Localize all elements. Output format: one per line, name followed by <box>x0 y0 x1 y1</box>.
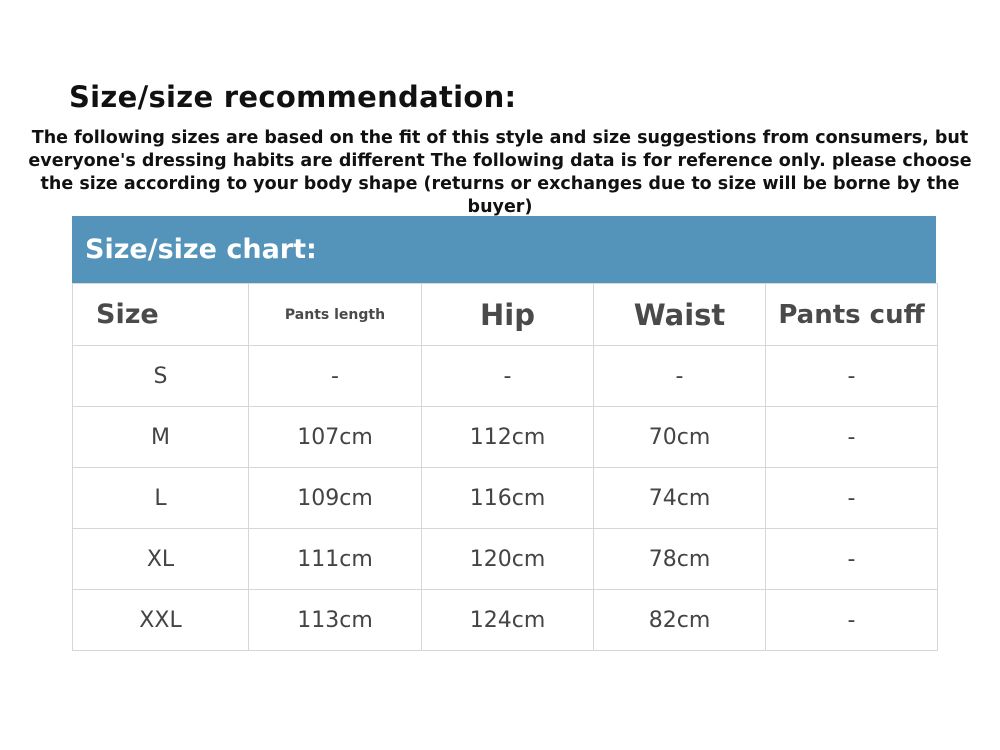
size-chart-header: Size/size chart: <box>72 216 936 283</box>
table-row: L 109cm 116cm 74cm - <box>72 467 938 529</box>
column-header-size: Size <box>72 283 249 346</box>
table-row: M 107cm 112cm 70cm - <box>72 406 938 468</box>
cell-pants-length: 111cm <box>248 528 422 590</box>
cell-size: XL <box>72 528 249 590</box>
cell-hip: 124cm <box>421 589 594 651</box>
column-header-pants-length: Pants length <box>248 283 422 346</box>
cell-waist: 78cm <box>593 528 766 590</box>
size-disclaimer: The following sizes are based on the fit… <box>28 128 972 217</box>
cell-size: L <box>72 467 249 529</box>
cell-pants-length: 113cm <box>248 589 422 651</box>
cell-pants-length: 109cm <box>248 467 422 529</box>
cell-pants-cuff: - <box>765 406 938 468</box>
cell-waist: 74cm <box>593 467 766 529</box>
cell-pants-cuff: - <box>765 467 938 529</box>
table-header-row: Size Pants length Hip Waist Pants cuff <box>72 283 938 346</box>
cell-pants-cuff: - <box>765 528 938 590</box>
column-header-waist: Waist <box>593 283 766 346</box>
column-header-hip: Hip <box>421 283 594 346</box>
column-header-pants-cuff: Pants cuff <box>765 283 938 346</box>
page-title: Size/size recommendation: <box>69 80 517 114</box>
cell-size: M <box>72 406 249 468</box>
table-row: S---- <box>72 345 938 407</box>
cell-hip: 120cm <box>421 528 594 590</box>
cell-pants-cuff: - <box>765 589 938 651</box>
cell-hip: - <box>421 345 594 407</box>
cell-waist: 82cm <box>593 589 766 651</box>
cell-pants-cuff: - <box>765 345 938 407</box>
table-row: XL 111cm 120cm 78cm - <box>72 528 938 590</box>
cell-size: XXL <box>72 589 249 651</box>
table-row: XXL 113cm 124cm 82cm - <box>72 589 938 651</box>
cell-hip: 112cm <box>421 406 594 468</box>
cell-waist: 70cm <box>593 406 766 468</box>
cell-hip: 116cm <box>421 467 594 529</box>
cell-pants-length: 107cm <box>248 406 422 468</box>
size-chart-table: Size Pants length Hip Waist Pants cuff S… <box>72 283 938 651</box>
cell-size: S <box>72 345 249 407</box>
cell-waist: - <box>593 345 766 407</box>
cell-pants-length: - <box>248 345 422 407</box>
